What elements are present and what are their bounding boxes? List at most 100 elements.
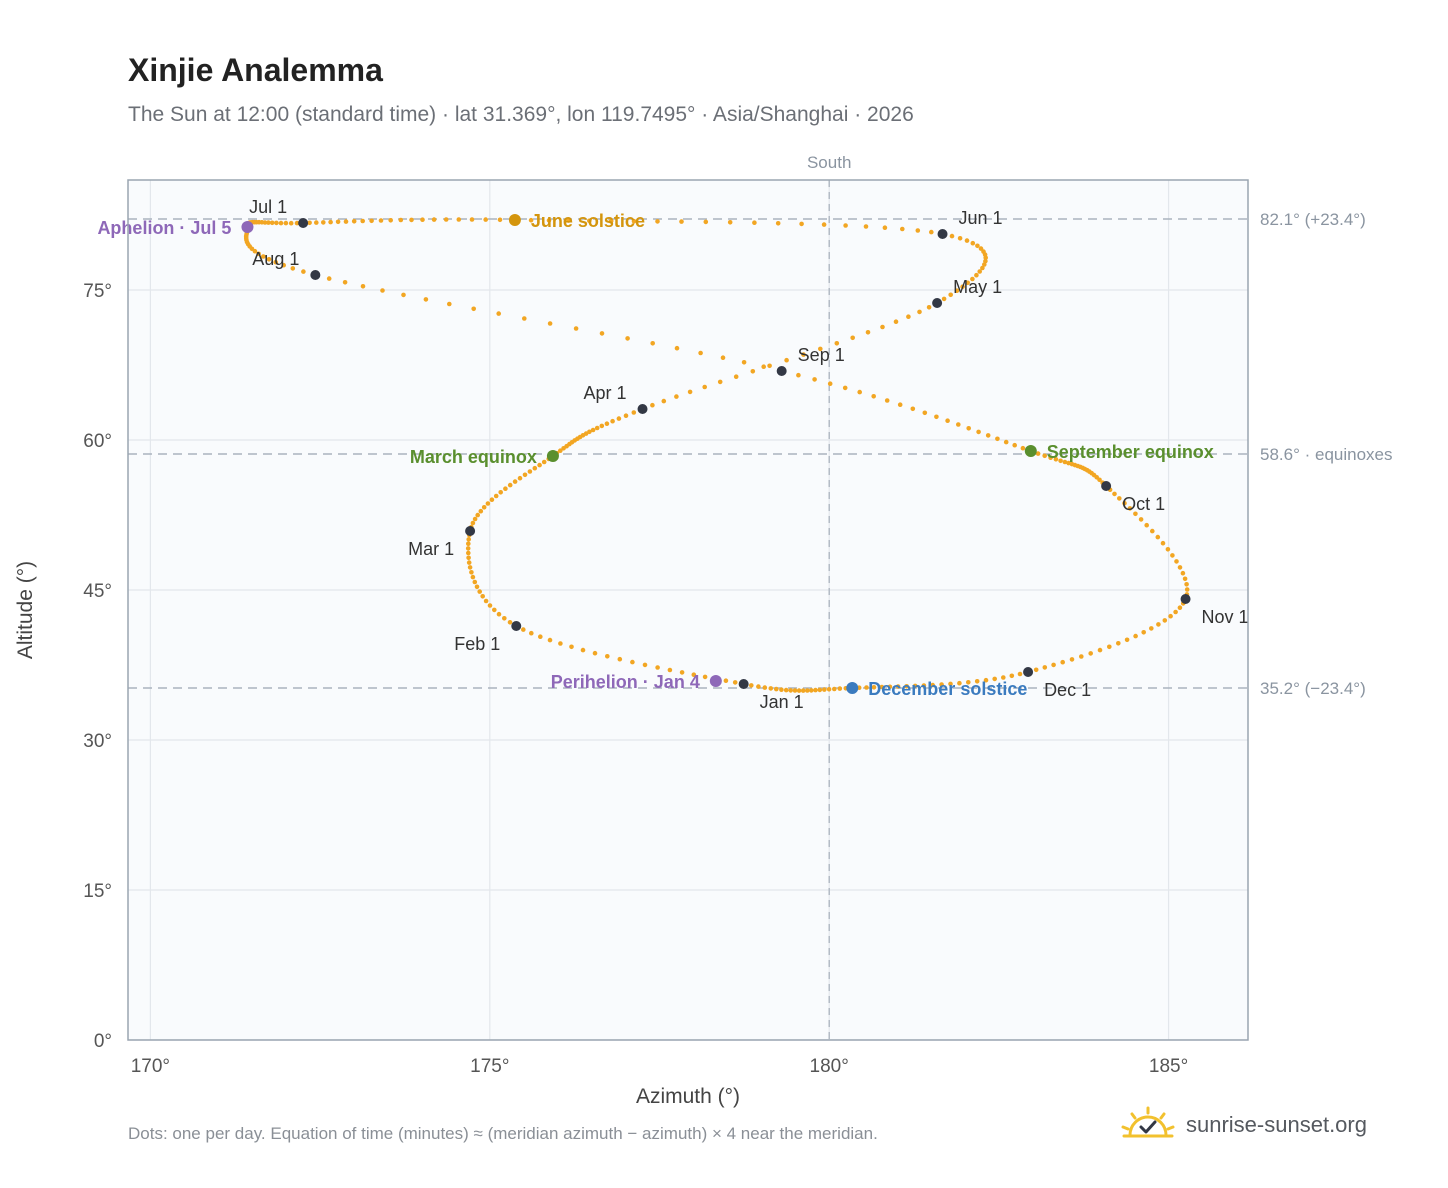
daily-dot bbox=[813, 687, 818, 693]
daily-dot bbox=[401, 292, 406, 298]
month-marker bbox=[1023, 667, 1034, 677]
event-marker bbox=[846, 682, 859, 694]
daily-dot bbox=[625, 336, 630, 341]
daily-dot bbox=[702, 674, 708, 680]
daily-dot bbox=[775, 221, 781, 226]
daily-dot bbox=[496, 311, 502, 316]
daily-dot bbox=[517, 475, 523, 481]
daily-dot bbox=[812, 377, 817, 382]
daily-dot bbox=[398, 217, 404, 223]
daily-dot bbox=[698, 350, 703, 356]
daily-dot bbox=[818, 346, 823, 352]
daily-dot bbox=[1020, 445, 1026, 451]
daily-dot bbox=[594, 425, 600, 431]
daily-dot bbox=[273, 259, 279, 265]
daily-dot bbox=[1173, 609, 1178, 615]
month-marker bbox=[937, 229, 948, 239]
month-marker bbox=[1101, 481, 1112, 491]
daily-dot bbox=[1184, 582, 1189, 587]
daily-dot bbox=[502, 616, 507, 621]
event-label: Perihelion · Jan 4 bbox=[551, 672, 700, 692]
daily-dot bbox=[409, 217, 414, 223]
daily-dot bbox=[608, 218, 614, 224]
daily-dot bbox=[895, 684, 901, 689]
y-tick-label: 30° bbox=[83, 731, 112, 752]
daily-dot bbox=[1117, 496, 1122, 501]
daily-dot bbox=[834, 341, 840, 346]
daily-dot bbox=[469, 217, 475, 222]
reference-line-label: 58.6° · equinoxes bbox=[1260, 445, 1393, 464]
event-label: June solstice bbox=[531, 211, 645, 231]
daily-dot bbox=[566, 218, 571, 223]
daily-dot bbox=[301, 269, 306, 274]
daily-dot bbox=[1170, 553, 1175, 558]
daily-dot bbox=[1141, 630, 1146, 635]
daily-dot bbox=[774, 686, 779, 692]
grid bbox=[128, 180, 1248, 1041]
month-marker bbox=[511, 621, 522, 631]
daily-dot bbox=[1069, 657, 1075, 662]
daily-dot bbox=[906, 314, 911, 320]
brand-name[interactable]: sunrise-sunset.org bbox=[1186, 1112, 1367, 1137]
daily-dot bbox=[1133, 511, 1138, 517]
daily-dot bbox=[485, 501, 491, 506]
daily-dot bbox=[939, 682, 944, 687]
daily-dot bbox=[466, 550, 471, 556]
daily-dot bbox=[1127, 506, 1133, 511]
brand[interactable]: sunrise-sunset.org bbox=[1120, 1100, 1367, 1150]
daily-dot bbox=[827, 381, 833, 387]
daily-dot bbox=[822, 687, 827, 692]
daily-dot bbox=[1042, 665, 1048, 670]
daily-dot bbox=[864, 685, 869, 690]
daily-dot bbox=[857, 389, 862, 395]
daily-dot bbox=[351, 219, 357, 224]
daily-dot bbox=[631, 410, 637, 415]
daily-dot bbox=[472, 516, 478, 522]
daily-dot bbox=[278, 220, 284, 226]
daily-dot bbox=[573, 326, 579, 331]
month-marker bbox=[637, 404, 648, 414]
daily-dot bbox=[821, 222, 827, 227]
daily-dot bbox=[1017, 671, 1023, 677]
daily-dot bbox=[592, 650, 598, 656]
daily-dot bbox=[522, 316, 527, 321]
daily-dot bbox=[893, 319, 899, 325]
daily-dot bbox=[871, 685, 877, 690]
daily-dot bbox=[930, 682, 935, 688]
daily-dot bbox=[541, 459, 547, 465]
daily-dot bbox=[1149, 626, 1154, 631]
daily-dot bbox=[703, 219, 709, 225]
daily-dot bbox=[761, 364, 766, 370]
daily-dot bbox=[1048, 455, 1053, 461]
daily-dot bbox=[1088, 651, 1093, 656]
daily-dot bbox=[733, 374, 739, 380]
daily-dot bbox=[1060, 659, 1065, 665]
daily-dot bbox=[975, 243, 980, 249]
sun-logo-icon bbox=[1121, 1106, 1175, 1138]
daily-dot bbox=[1182, 576, 1188, 582]
daily-dot bbox=[1116, 641, 1121, 646]
daily-dot bbox=[788, 688, 793, 693]
month-marker-label: Jun 1 bbox=[959, 208, 1003, 228]
daily-dot bbox=[617, 656, 623, 662]
daily-dot bbox=[783, 687, 789, 693]
daily-dot bbox=[1177, 565, 1183, 570]
daily-dot bbox=[261, 254, 266, 259]
daily-dot bbox=[256, 251, 261, 257]
daily-dot bbox=[784, 357, 789, 363]
daily-dot bbox=[1122, 500, 1127, 506]
event-marker bbox=[546, 450, 559, 462]
month-marker bbox=[932, 298, 943, 308]
daily-dot bbox=[380, 288, 385, 293]
daily-dot bbox=[599, 423, 605, 429]
daily-dot bbox=[915, 228, 921, 233]
daily-dot bbox=[843, 223, 848, 228]
event-label: September equinox bbox=[1047, 442, 1214, 462]
daily-dot bbox=[623, 413, 629, 419]
daily-dot bbox=[343, 219, 349, 224]
daily-dot bbox=[1051, 662, 1056, 668]
daily-dot bbox=[954, 288, 960, 294]
daily-dot bbox=[1097, 647, 1103, 653]
daily-dot bbox=[752, 220, 757, 225]
daily-dot bbox=[1062, 459, 1068, 465]
